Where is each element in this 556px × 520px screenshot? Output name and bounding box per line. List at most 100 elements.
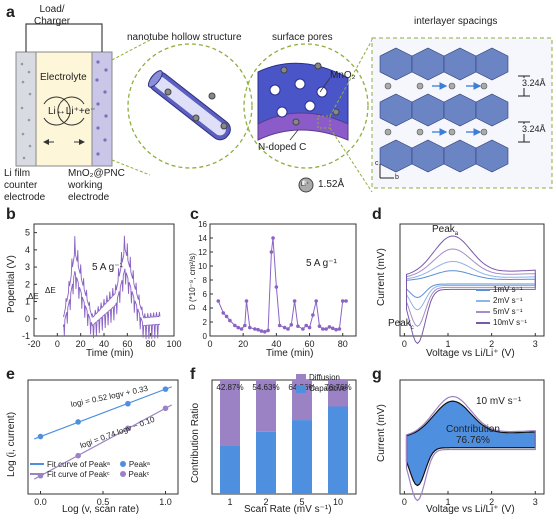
x-tick-label: 10 <box>333 497 343 507</box>
x-tick-label: 60 <box>305 339 315 349</box>
crystal-layers <box>379 47 530 173</box>
data-point <box>266 328 270 333</box>
y-tick-label: 0 <box>25 314 30 324</box>
data-point <box>269 250 274 254</box>
data-point <box>75 452 81 459</box>
panel-f-xlabel: Scan Rate (mV s⁻¹) <box>244 504 332 515</box>
x-tick-label: 0 <box>207 339 212 349</box>
data-point <box>162 405 169 412</box>
y-tick-label: 0 <box>203 332 208 341</box>
x-tick-label: 2 <box>489 339 494 349</box>
bar-diffusion <box>256 380 276 432</box>
mno2-particles <box>95 60 108 156</box>
panel-e-letter: e <box>6 366 15 383</box>
li-film-electrode <box>15 51 37 167</box>
x-tick-label: 0 <box>55 339 60 349</box>
fit-line-2 <box>33 404 173 480</box>
pores-callout <box>243 43 369 169</box>
x-tick-label: 100 <box>166 339 181 349</box>
panel-g-xlabel: Voltage vs Li/Li⁺ (V) <box>426 504 515 515</box>
y-tick-label: 4 <box>25 245 30 255</box>
x-tick-label: 3 <box>533 497 538 507</box>
cv-curve-4 <box>406 235 536 345</box>
panel-b-chart: -1 0 1 2 3 4 5 -20 0 20 40 60 80 100 <box>22 223 182 349</box>
panel-e-ylabel: Log (i, current) <box>6 411 17 477</box>
data-point <box>321 327 325 331</box>
panel-d-xlabel: Voltage vs Li/Li⁺ (V) <box>426 348 515 359</box>
y-tick-label: 16 <box>198 220 207 229</box>
x-tick-label: -20 <box>27 339 40 349</box>
y-tick-label: 4 <box>203 304 208 313</box>
y-tick-label: 5 <box>25 228 30 238</box>
bar-percent-label: 76.76% <box>324 383 351 392</box>
x-tick-label: 0.5 <box>97 497 110 507</box>
x-tick-label: 2 <box>489 497 494 507</box>
data-point <box>340 299 345 303</box>
data-point <box>314 299 318 303</box>
x-tick-label: 80 <box>338 339 348 349</box>
data-point <box>286 327 290 331</box>
data-point <box>262 330 267 334</box>
data-point <box>304 323 309 328</box>
panel-d-peak-a: Peaka <box>432 224 459 237</box>
y-tick-label: 1 <box>25 297 30 307</box>
data-point <box>311 313 315 317</box>
panel-e-chart: 0.0 0.5 1.0 <box>27 379 179 507</box>
circuit-wire <box>25 23 103 52</box>
plot-frame <box>33 223 175 337</box>
panel-g-contribution: Contribution 76.76% <box>446 424 500 446</box>
data-point <box>37 433 44 440</box>
data-point <box>221 311 226 315</box>
bar-percent-label: 42.87% <box>216 383 243 392</box>
panel-c-ylabel: D (*10⁻⁸, cm²/s) <box>188 253 197 311</box>
x-tick-label: 20 <box>238 339 248 349</box>
data-point <box>271 236 275 240</box>
nanotube-callout <box>127 43 253 169</box>
pores-title: surface pores <box>272 32 333 43</box>
data-point <box>330 326 335 331</box>
fit-line-1 <box>34 386 172 440</box>
data-point <box>216 299 221 303</box>
y-tick-label: 10 <box>198 262 207 271</box>
data-point <box>252 327 257 331</box>
data-point <box>277 323 282 328</box>
x-tick-label: 3 <box>533 339 538 349</box>
spacing-1-label: 3.24Å <box>522 78 546 88</box>
ion-size-label: 1.52Å <box>318 179 345 190</box>
data-point <box>327 325 332 329</box>
data-point <box>289 323 294 327</box>
panel-b-annotation: 5 A g⁻¹ <box>92 262 123 273</box>
panel-d-letter: d <box>372 206 382 223</box>
x-tick-label: 80 <box>146 339 156 349</box>
panel-a-letter: a <box>6 4 15 21</box>
y-tick-label: 3 <box>25 262 30 272</box>
x-tick-label: 0.0 <box>34 497 47 507</box>
ndoped-label: N-doped C <box>258 142 307 153</box>
data-point <box>228 318 232 323</box>
panel-a-schematic <box>15 23 553 193</box>
y-tick-label: 14 <box>198 234 207 243</box>
panel-b-letter: b <box>6 206 16 223</box>
electrode-dots <box>20 62 32 160</box>
data-point <box>125 425 131 432</box>
panel-f-legend: Diffusion Capacitive <box>296 372 346 394</box>
data-point <box>244 299 249 303</box>
data-point <box>317 324 322 328</box>
plot-frame <box>211 379 357 495</box>
data-point <box>224 314 229 319</box>
plot-frame <box>399 223 545 337</box>
data-point <box>233 323 237 328</box>
cv-outline <box>405 395 536 502</box>
series-potential-lower <box>62 268 160 340</box>
bar-capacitive <box>220 445 240 494</box>
panel-g-ylabel: Current (mV) <box>376 404 387 462</box>
panel-c-annotation: 5 A g⁻¹ <box>306 258 337 269</box>
panel-d-ylabel: Current (mV) <box>376 248 387 306</box>
x-tick-label: 0 <box>402 497 407 507</box>
x-tick-label: 1 <box>445 339 450 349</box>
panel-c-letter: c <box>190 206 199 223</box>
mno2-electrode-label: MnO₂@PNC working electrode <box>68 168 125 203</box>
data-point <box>334 327 338 332</box>
y-tick-label: 2 <box>203 318 208 327</box>
reaction-label: Li↔Li⁺+e⁻ <box>48 106 96 117</box>
